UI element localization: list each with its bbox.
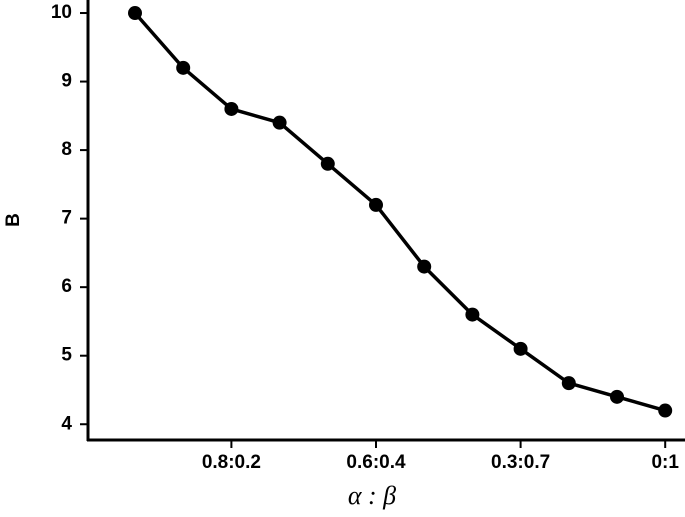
marker [272, 115, 287, 130]
marker [369, 197, 383, 212]
marker [561, 376, 576, 391]
marker [224, 101, 239, 116]
x-tick-label: 0:1 [651, 452, 679, 473]
marker [465, 307, 480, 322]
marker [658, 403, 673, 418]
y-tick-label: 10 [51, 2, 72, 23]
y-axis-label: B [3, 213, 24, 227]
y-tick-label: 6 [61, 276, 72, 297]
x-axis-label: α : β [348, 481, 396, 510]
marker [128, 6, 142, 21]
marker [610, 389, 624, 404]
y-tick-label: 9 [61, 71, 72, 92]
x-tick-label: 0.8:0.2 [202, 452, 261, 473]
y-tick-label: 8 [61, 139, 72, 160]
y-tick-label: 5 [61, 345, 72, 366]
y-tick-label: 7 [61, 208, 72, 229]
marker [176, 60, 191, 75]
x-tick-label: 0.6:0.4 [346, 452, 406, 473]
y-tick-label: 4 [61, 413, 72, 434]
line [133, 11, 666, 413]
marker [417, 259, 432, 274]
marker [513, 341, 528, 356]
x-tick-label: 0.3:0.7 [491, 452, 550, 473]
marker [320, 156, 335, 171]
